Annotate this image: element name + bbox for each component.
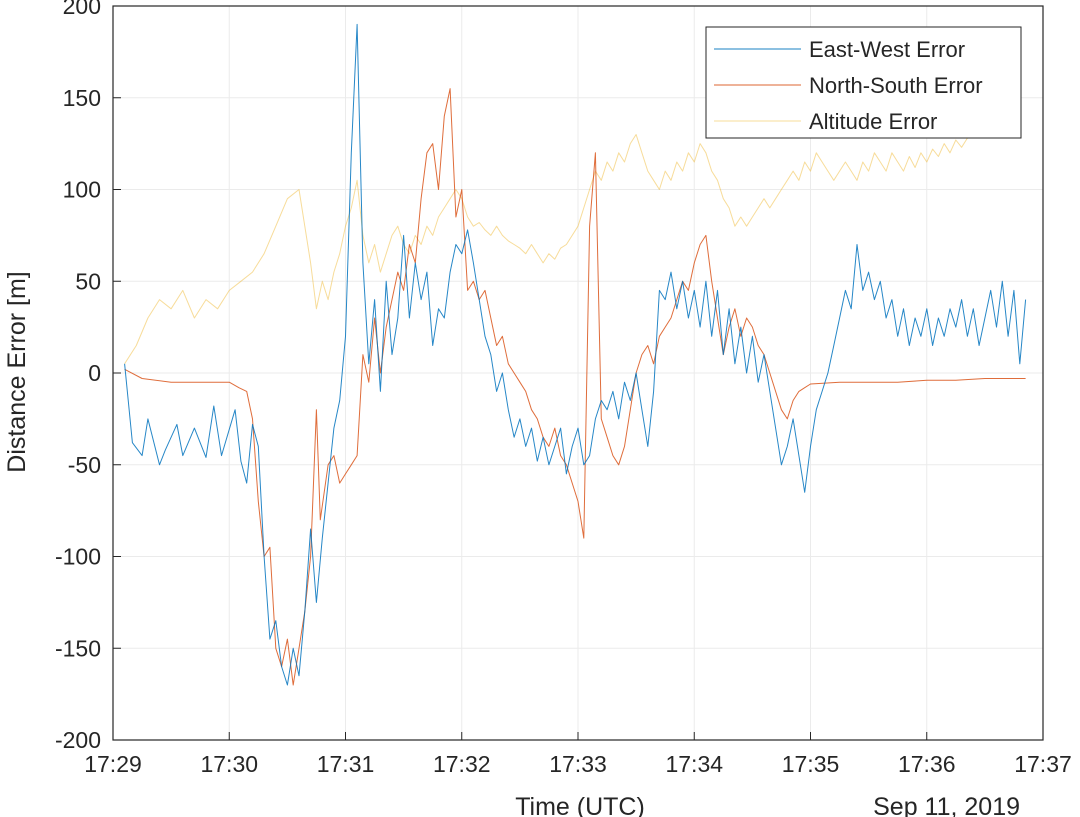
legend: East-West Error North-South Error Altitude…	[705, 26, 1022, 139]
x-tick-label: 17:35	[782, 751, 840, 777]
y-tick-label: 200	[63, 0, 101, 19]
x-tick-label: 17:37	[1014, 751, 1072, 777]
y-tick-label: -150	[55, 635, 101, 661]
x-axis-label: Time (UTC)	[515, 793, 645, 817]
y-axis-label: Distance Error [m]	[3, 271, 31, 472]
series-line-east-west-error	[124, 23, 1027, 686]
x-tick-label: 17:32	[433, 751, 491, 777]
y-tick-label: -100	[55, 544, 101, 570]
x-tick-labels: 17:29 17:30 17:31 17:32 17:33 17:34 17:35 17:36…	[84, 732, 1072, 777]
y-tick-label: 0	[88, 360, 101, 386]
series-line-altitude-error	[124, 134, 968, 365]
legend-label: Altitude Error	[809, 109, 937, 134]
x-tick-label: 17:36	[898, 751, 956, 777]
series-line-north-south-error	[124, 88, 1026, 686]
x-tick-label: 17:30	[200, 751, 258, 777]
legend-label: North-South Error	[809, 73, 983, 98]
y-tick-label: 100	[63, 177, 101, 203]
series-lines	[124, 23, 1027, 686]
y-tick-label: -50	[68, 452, 101, 478]
y-tick-labels: -200 -150 -100 -50 0 50 100 150 200	[55, 0, 121, 753]
x-tick-label: 17:31	[317, 751, 375, 777]
y-tick-label: -200	[55, 727, 101, 753]
y-tick-label: 150	[63, 85, 101, 111]
y-tick-label: 50	[75, 268, 101, 294]
x-tick-label: 17:29	[84, 751, 142, 777]
legend-label: East-West Error	[809, 37, 965, 62]
x-tick-label: 17:33	[549, 751, 607, 777]
date-label: Sep 11, 2019	[873, 793, 1020, 817]
x-tick-label: 17:34	[665, 751, 723, 777]
legend-box	[705, 26, 1022, 139]
